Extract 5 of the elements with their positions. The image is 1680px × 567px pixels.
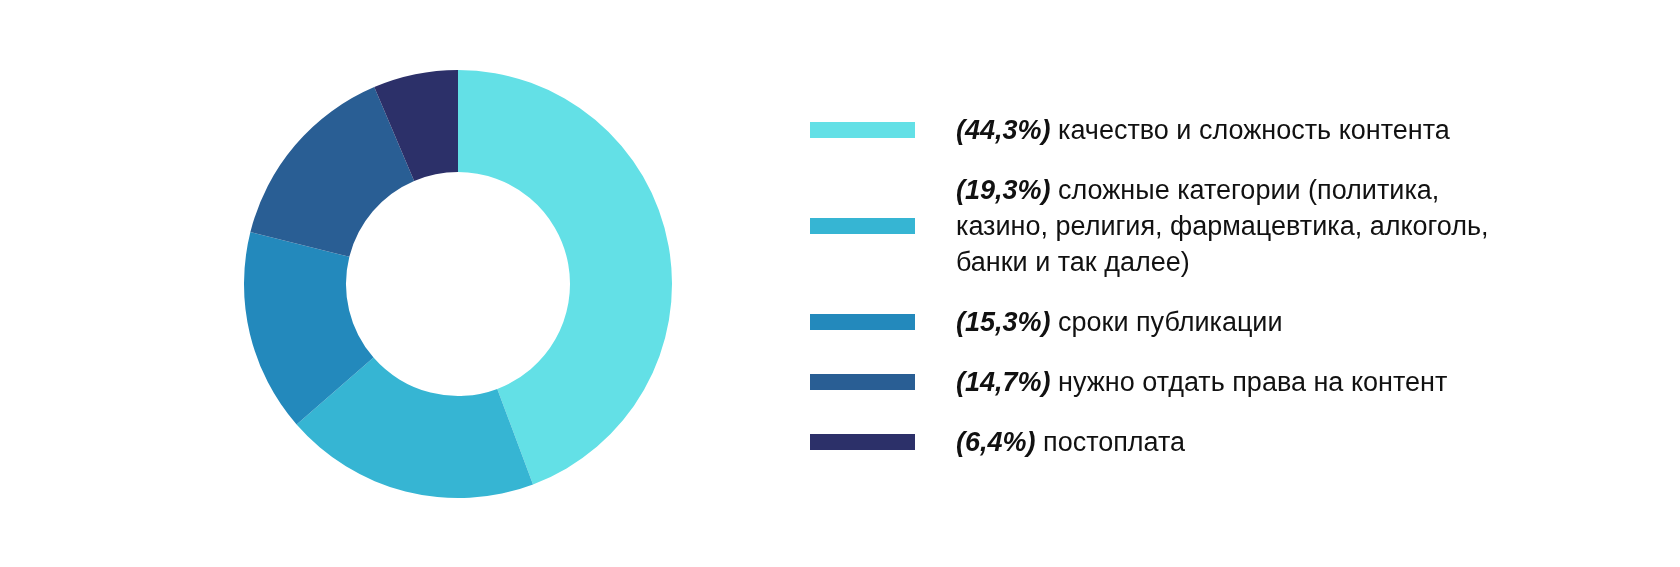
legend-label: (14,7%) нужно отдать права на контент <box>956 367 1448 397</box>
legend-label: (6,4%) постоплата <box>956 427 1187 457</box>
legend-label: (19,3%) сложные категории (политика, казино, религия, фармацевтика, алкоголь, банки и так далее) <box>956 175 1489 277</box>
legend-label: (44,3%) качество и сложность контента <box>956 115 1451 145</box>
legend-label: (15,3%) сроки публикации <box>956 307 1283 337</box>
